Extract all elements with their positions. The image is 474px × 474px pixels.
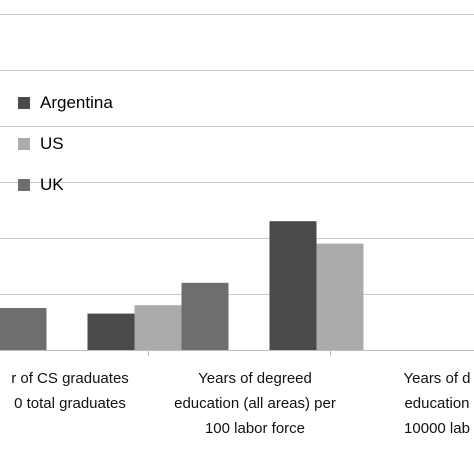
category-label-cs-graduates: r of CS graduates 0 total graduates xyxy=(0,366,175,416)
category-label-line: education xyxy=(404,395,470,412)
legend-item-us: US xyxy=(18,123,178,164)
bar-us-2 xyxy=(134,305,182,350)
category-label-degreed-education: Years of degreed education (all areas) p… xyxy=(150,366,360,441)
category-label-line: education (all areas) per xyxy=(174,395,336,412)
bar-argentina-2 xyxy=(87,313,135,350)
bar-uk-2 xyxy=(181,282,229,350)
legend-swatch-uk xyxy=(18,178,30,191)
legend-label-us: US xyxy=(40,133,64,153)
category-label-line: Years of d xyxy=(403,370,471,387)
legend-label-uk: UK xyxy=(40,174,64,194)
bar-argentina-3 xyxy=(269,221,317,350)
category-label-line: 100 labor force xyxy=(204,420,306,437)
legend-swatch-us xyxy=(18,137,30,150)
category-label-line: Years of degreed xyxy=(198,370,312,387)
legend-item-uk: UK xyxy=(18,164,178,205)
category-label-cs-education: Years of d education 10000 lab xyxy=(332,366,474,441)
category-label-line: 0 total graduates xyxy=(14,395,126,412)
gridlines xyxy=(0,14,474,295)
legend-label-argentina: Argentina xyxy=(40,92,113,112)
category-label-line: r of CS graduates xyxy=(11,370,129,387)
category-label-line: 10000 lab xyxy=(404,420,470,437)
legend-swatch-argentina xyxy=(18,96,30,109)
bar-uk-1 xyxy=(0,308,47,350)
bar-us-3 xyxy=(316,243,364,350)
x-axis xyxy=(0,350,474,356)
bars xyxy=(0,221,364,350)
legend: Argentina US UK xyxy=(18,82,178,205)
legend-item-argentina: Argentina xyxy=(18,82,178,123)
